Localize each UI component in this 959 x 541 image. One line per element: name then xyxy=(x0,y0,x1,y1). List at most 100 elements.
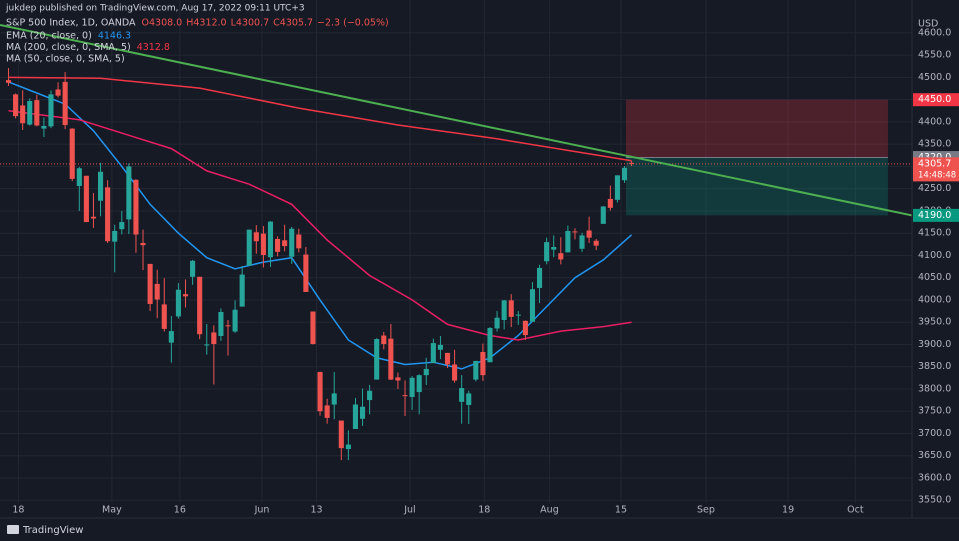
candle-body xyxy=(352,404,359,429)
candle-body xyxy=(317,372,323,412)
y-tick-label: 4000.0 xyxy=(918,294,951,305)
x-tick-label: Oct xyxy=(847,505,864,516)
candle-body xyxy=(204,344,210,346)
legend-name: MA (200, close, 0, SMA, 5) xyxy=(6,42,131,53)
candle-body xyxy=(558,253,564,260)
candle-body xyxy=(260,233,266,255)
candle-body xyxy=(133,179,139,235)
grid xyxy=(0,0,912,503)
candle-body xyxy=(175,289,181,317)
candle-body xyxy=(76,168,82,187)
candle-body xyxy=(105,187,111,242)
candle-body xyxy=(140,242,146,246)
candle-body xyxy=(480,352,486,376)
stop-tag: 4450.0 xyxy=(918,94,951,105)
candle-body xyxy=(529,289,536,322)
x-tick-label: Jun xyxy=(254,505,270,516)
candle-body xyxy=(374,339,380,380)
candle-body xyxy=(119,222,125,230)
candle-body xyxy=(5,80,12,83)
candle-body xyxy=(395,377,401,381)
last-price-tag-bg xyxy=(913,157,959,182)
x-tick-label: Jul xyxy=(403,505,415,516)
y-tick-label: 4250.0 xyxy=(918,183,951,194)
candle-body xyxy=(572,231,578,233)
indicator-line xyxy=(8,76,632,162)
last-price-tag: 4305.7 xyxy=(918,158,951,169)
candle-body xyxy=(551,246,557,250)
ohlc-open: O4308.0 xyxy=(142,18,183,29)
candle-body xyxy=(289,228,295,257)
ohlc-low: L4300.7 xyxy=(231,18,270,29)
candle-body xyxy=(161,304,167,329)
candle-body xyxy=(444,352,451,365)
candle-body xyxy=(367,390,373,401)
legend-name: EMA (20, close, 0) xyxy=(6,31,92,42)
candle-body xyxy=(303,254,309,292)
candle-body xyxy=(275,238,281,252)
y-tick-label: 4100.0 xyxy=(918,250,951,261)
candle-body xyxy=(537,267,543,288)
candle-body xyxy=(331,393,337,405)
x-tick-label: Aug xyxy=(540,505,559,516)
y-tick-label: 3750.0 xyxy=(918,406,951,417)
candle-body xyxy=(494,317,500,329)
candle-body xyxy=(310,311,316,344)
countdown: 14:48:48 xyxy=(918,170,956,180)
candle-body xyxy=(381,335,387,344)
candle-body xyxy=(90,216,97,219)
candle-body xyxy=(97,171,104,201)
candle-body xyxy=(416,375,422,393)
legend-value: 4146.3 xyxy=(98,31,131,42)
candle-body xyxy=(168,331,174,343)
target-tag: 4190.0 xyxy=(918,210,951,221)
candle-body xyxy=(473,360,479,380)
candle-body xyxy=(190,260,196,277)
y-tick-label: 3700.0 xyxy=(918,428,951,439)
candle-body xyxy=(147,263,153,304)
candle-body xyxy=(515,314,521,316)
y-tick-label: 4050.0 xyxy=(918,272,951,283)
candle-body xyxy=(83,175,89,223)
candle-body xyxy=(402,395,408,397)
candle-body xyxy=(600,206,606,224)
candle-body xyxy=(232,309,238,332)
candle-body xyxy=(211,332,217,344)
currency: USD xyxy=(918,19,938,30)
y-tick-label: 3800.0 xyxy=(918,383,951,394)
candle-body xyxy=(430,343,436,364)
candle-body xyxy=(607,198,613,208)
x-tick-label: 19 xyxy=(782,505,794,516)
candle-body xyxy=(225,325,231,327)
ohlc-close: C4305.7 xyxy=(273,18,313,29)
y-tick-label: 3850.0 xyxy=(918,361,951,372)
y-tick-label: 3550.0 xyxy=(918,495,951,506)
x-tick-label: 16 xyxy=(174,505,186,516)
ohlc-high: H4312.0 xyxy=(186,18,226,29)
legend-value: 4312.8 xyxy=(137,42,170,53)
candle-body xyxy=(501,300,507,320)
candle-body xyxy=(544,242,550,262)
candle-body xyxy=(409,377,415,397)
y-tick-label: 4550.0 xyxy=(918,50,951,61)
candle-body xyxy=(459,388,465,402)
candle-body xyxy=(338,420,344,449)
y-tick-label: 4150.0 xyxy=(918,228,951,239)
candle-body xyxy=(282,240,288,247)
y-tick-label: 4600.0 xyxy=(918,27,951,38)
candle-body xyxy=(522,320,528,336)
legend-name: MA (50, close, 0, SMA, 5) xyxy=(6,54,125,65)
brand: TradingView xyxy=(22,525,83,536)
candle-body xyxy=(13,94,19,117)
candle-body xyxy=(34,100,40,126)
candle-body xyxy=(218,311,224,336)
candle-body xyxy=(197,276,203,335)
candle-body xyxy=(614,175,620,200)
candle-body xyxy=(579,235,585,249)
y-tick-label: 3950.0 xyxy=(918,317,951,328)
candle-body xyxy=(154,283,160,300)
y-tick-label: 3600.0 xyxy=(918,472,951,483)
x-tick-label: May xyxy=(102,505,122,516)
